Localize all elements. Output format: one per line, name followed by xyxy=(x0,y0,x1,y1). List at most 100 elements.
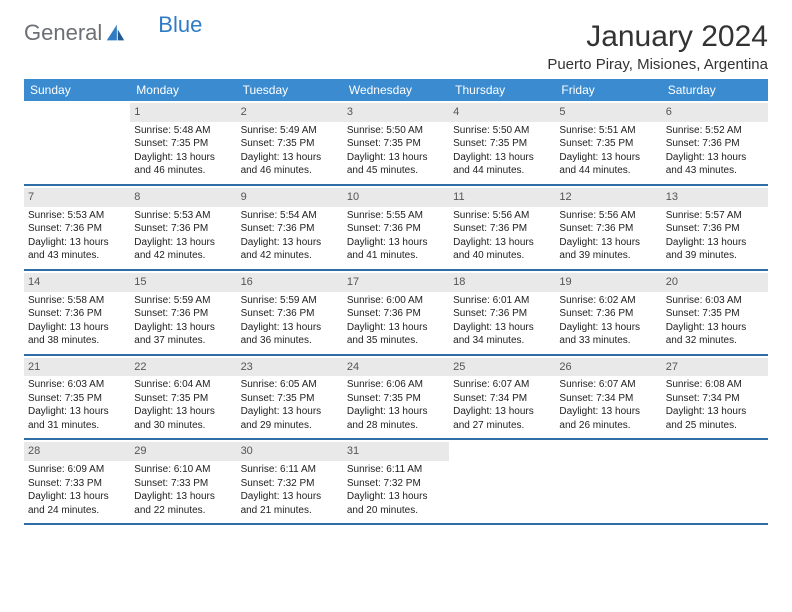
weeks-container: 1Sunrise: 5:48 AMSunset: 7:35 PMDaylight… xyxy=(24,101,768,525)
day-number: 5 xyxy=(555,103,661,122)
day-header-sunday: Sunday xyxy=(24,79,130,101)
cell-line: Sunrise: 5:50 AM xyxy=(347,124,445,138)
cell-line: Sunset: 7:36 PM xyxy=(28,307,126,321)
day-number: 7 xyxy=(24,188,130,207)
cell-line: and 35 minutes. xyxy=(347,334,445,348)
cell-line: Sunrise: 5:49 AM xyxy=(241,124,339,138)
calendar-cell: 15Sunrise: 5:59 AMSunset: 7:36 PMDayligh… xyxy=(130,271,236,354)
cell-line: and 30 minutes. xyxy=(134,419,232,433)
location-text: Puerto Piray, Misiones, Argentina xyxy=(547,56,768,73)
cell-line: Sunset: 7:33 PM xyxy=(134,477,232,491)
cell-line: Sunrise: 5:55 AM xyxy=(347,209,445,223)
day-header-saturday: Saturday xyxy=(662,79,768,101)
cell-line: Sunset: 7:35 PM xyxy=(559,137,657,151)
day-number: 6 xyxy=(662,103,768,122)
cell-line: Daylight: 13 hours xyxy=(241,321,339,335)
day-number: 18 xyxy=(449,273,555,292)
day-number: 4 xyxy=(449,103,555,122)
calendar-week: 28Sunrise: 6:09 AMSunset: 7:33 PMDayligh… xyxy=(24,440,768,525)
calendar-cell: 29 Sunrise: 6:10 AMSunset: 7:33 PMDayligh… xyxy=(130,440,236,523)
cell-line: Daylight: 13 hours xyxy=(134,490,232,504)
cell-line: and 25 minutes. xyxy=(666,419,764,433)
calendar-week: 1Sunrise: 5:48 AMSunset: 7:35 PMDaylight… xyxy=(24,101,768,186)
cell-line: Sunrise: 5:50 AM xyxy=(453,124,551,138)
calendar-cell: 10Sunrise: 5:55 AMSunset: 7:36 PMDayligh… xyxy=(343,186,449,269)
cell-line: and 24 minutes. xyxy=(28,504,126,518)
cell-line: and 22 minutes. xyxy=(134,504,232,518)
cell-line: Sunset: 7:34 PM xyxy=(666,392,764,406)
cell-line: and 43 minutes. xyxy=(666,164,764,178)
cell-line: Sunset: 7:34 PM xyxy=(453,392,551,406)
calendar-week: 14Sunrise: 5:58 AMSunset: 7:36 PMDayligh… xyxy=(24,271,768,356)
cell-line: Sunset: 7:35 PM xyxy=(241,137,339,151)
cell-line: Sunset: 7:33 PM xyxy=(28,477,126,491)
calendar-cell: 1Sunrise: 5:48 AMSunset: 7:35 PMDaylight… xyxy=(130,101,236,184)
cell-line: Sunrise: 6:06 AM xyxy=(347,378,445,392)
cell-line: Sunset: 7:36 PM xyxy=(347,307,445,321)
calendar-cell: 25Sunrise: 6:07 AMSunset: 7:34 PMDayligh… xyxy=(449,356,555,439)
cell-line: Daylight: 13 hours xyxy=(666,321,764,335)
cell-line: Daylight: 13 hours xyxy=(453,405,551,419)
day-number: 24 xyxy=(343,358,449,377)
calendar-cell: 19Sunrise: 6:02 AMSunset: 7:36 PMDayligh… xyxy=(555,271,661,354)
day-header-wednesday: Wednesday xyxy=(343,79,449,101)
cell-line: Sunrise: 5:59 AM xyxy=(241,294,339,308)
cell-line: Sunset: 7:35 PM xyxy=(347,392,445,406)
day-number: 11 xyxy=(449,188,555,207)
cell-line: Daylight: 13 hours xyxy=(559,236,657,250)
cell-line: and 39 minutes. xyxy=(559,249,657,263)
day-number: 17 xyxy=(343,273,449,292)
title-block: January 2024 Puerto Piray, Misiones, Arg… xyxy=(547,20,768,73)
calendar-cell xyxy=(662,440,768,523)
cell-line: Daylight: 13 hours xyxy=(28,236,126,250)
cell-line: and 29 minutes. xyxy=(241,419,339,433)
cell-line: Sunset: 7:36 PM xyxy=(559,222,657,236)
cell-line: Sunrise: 6:07 AM xyxy=(453,378,551,392)
cell-line: Daylight: 13 hours xyxy=(347,321,445,335)
calendar-cell: 13Sunrise: 5:57 AMSunset: 7:36 PMDayligh… xyxy=(662,186,768,269)
calendar-cell: 4Sunrise: 5:50 AMSunset: 7:35 PMDaylight… xyxy=(449,101,555,184)
day-number: 16 xyxy=(237,273,343,292)
day-number: 12 xyxy=(555,188,661,207)
logo: General Blue xyxy=(24,20,202,46)
cell-line: Sunrise: 5:58 AM xyxy=(28,294,126,308)
cell-line: and 32 minutes. xyxy=(666,334,764,348)
day-number: 22 xyxy=(130,358,236,377)
calendar-cell: 3Sunrise: 5:50 AMSunset: 7:35 PMDaylight… xyxy=(343,101,449,184)
cell-line: Sunrise: 6:05 AM xyxy=(241,378,339,392)
calendar-cell: 7Sunrise: 5:53 AMSunset: 7:36 PMDaylight… xyxy=(24,186,130,269)
cell-line: and 41 minutes. xyxy=(347,249,445,263)
cell-line: Daylight: 13 hours xyxy=(241,236,339,250)
day-header-thursday: Thursday xyxy=(449,79,555,101)
cell-line: Daylight: 13 hours xyxy=(347,490,445,504)
cell-line: Daylight: 13 hours xyxy=(453,151,551,165)
cell-line: Sunrise: 6:10 AM xyxy=(134,463,232,477)
day-number: 26 xyxy=(555,358,661,377)
cell-line: Sunset: 7:36 PM xyxy=(453,222,551,236)
day-number: 15 xyxy=(130,273,236,292)
cell-line: Sunrise: 5:59 AM xyxy=(134,294,232,308)
day-number: 29 xyxy=(130,442,236,461)
cell-line: Sunset: 7:36 PM xyxy=(241,307,339,321)
day-header-friday: Friday xyxy=(555,79,661,101)
day-number: 25 xyxy=(449,358,555,377)
cell-line: Sunset: 7:35 PM xyxy=(241,392,339,406)
cell-line: Sunrise: 6:03 AM xyxy=(28,378,126,392)
cell-line: and 34 minutes. xyxy=(453,334,551,348)
cell-line: Daylight: 13 hours xyxy=(666,151,764,165)
cell-line: Sunrise: 5:56 AM xyxy=(453,209,551,223)
cell-line: Sunrise: 6:00 AM xyxy=(347,294,445,308)
cell-line: and 28 minutes. xyxy=(347,419,445,433)
cell-line: and 38 minutes. xyxy=(28,334,126,348)
calendar-cell: 23Sunrise: 6:05 AMSunset: 7:35 PMDayligh… xyxy=(237,356,343,439)
cell-line: and 43 minutes. xyxy=(28,249,126,263)
day-header-tuesday: Tuesday xyxy=(237,79,343,101)
cell-line: Sunrise: 6:08 AM xyxy=(666,378,764,392)
calendar-cell: 27Sunrise: 6:08 AMSunset: 7:34 PMDayligh… xyxy=(662,356,768,439)
cell-line: and 39 minutes. xyxy=(666,249,764,263)
day-number: 8 xyxy=(130,188,236,207)
cell-line: Daylight: 13 hours xyxy=(241,151,339,165)
calendar-cell: 9Sunrise: 5:54 AMSunset: 7:36 PMDaylight… xyxy=(237,186,343,269)
calendar-cell: 12Sunrise: 5:56 AMSunset: 7:36 PMDayligh… xyxy=(555,186,661,269)
calendar-cell: 11Sunrise: 5:56 AMSunset: 7:36 PMDayligh… xyxy=(449,186,555,269)
